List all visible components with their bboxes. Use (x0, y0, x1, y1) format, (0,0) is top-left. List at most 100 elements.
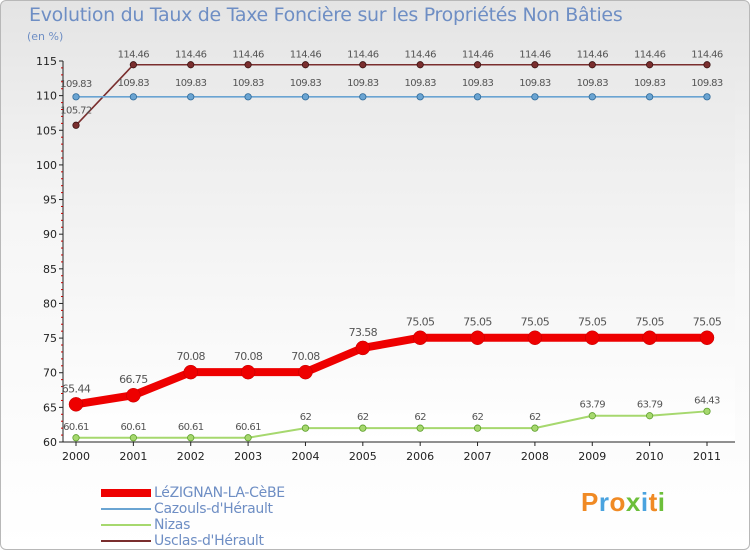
data-point-lzignanlacbe (355, 340, 371, 356)
data-point-cazoulsdhrault (359, 93, 367, 101)
data-point-nizas (703, 407, 711, 415)
data-point-nizas (531, 424, 539, 432)
y-tick-label: 70 (43, 367, 57, 380)
data-label-cazoulsdhrault: 109.83 (60, 79, 92, 90)
logo-letter: x (625, 487, 641, 517)
data-label-cazoulsdhrault: 109.83 (577, 78, 609, 89)
data-point-cazoulsdhrault (646, 93, 654, 101)
data-label-lzignanlacbe: 75.05 (578, 316, 607, 329)
x-tick-label: 2011 (693, 450, 721, 463)
data-label-lzignanlacbe: 75.05 (463, 316, 492, 329)
data-label-lzignanlacbe: 70.08 (176, 350, 205, 363)
data-point-nizas (359, 424, 367, 432)
data-label-lzignanlacbe: 70.08 (291, 350, 320, 363)
logo-letter: i (657, 487, 666, 517)
data-point-lzignanlacbe (642, 330, 657, 345)
data-point-usclasdhrault (588, 61, 596, 69)
y-tick-label: 75 (43, 332, 57, 345)
x-tick-label: 2002 (177, 450, 205, 463)
x-tick-label: 2006 (406, 450, 434, 463)
data-label-nizas: 62 (529, 412, 541, 423)
data-point-cazoulsdhrault (129, 93, 137, 101)
proxiti-logo: Proxiti (581, 487, 665, 518)
data-point-lzignanlacbe (470, 330, 485, 345)
data-point-nizas (187, 434, 195, 442)
logo-letter: r (598, 487, 610, 517)
data-label-nizas: 62 (472, 412, 484, 423)
data-label-nizas: 64.43 (694, 395, 720, 406)
data-label-nizas: 63.79 (637, 400, 663, 411)
x-tick-label: 2001 (119, 450, 147, 463)
series-line-usclasdhrault (75, 63, 707, 126)
data-point-nizas (301, 424, 310, 432)
logo-letter: t (648, 487, 658, 517)
line-chart: 60 65 70 75 80 85 90 95 100 105 110 115 2000 2001 200… (36, 50, 735, 463)
data-point-usclasdhrault (531, 61, 539, 69)
logo-letter: P (581, 487, 599, 517)
series-line-lzignanlacbe (75, 333, 707, 409)
data-label-cazoulsdhrault: 109.83 (232, 78, 264, 89)
data-label-cazoulsdhrault: 109.83 (519, 78, 551, 89)
data-point-nizas (244, 434, 252, 442)
data-label-cazoulsdhrault: 109.83 (691, 78, 723, 89)
data-label-lzignanlacbe: 73.58 (349, 326, 378, 339)
data-point-cazoulsdhrault (187, 93, 195, 101)
data-point-nizas (416, 424, 424, 432)
x-tick-label: 2007 (464, 450, 492, 463)
legend-swatch-usclas (101, 540, 151, 542)
data-label-usclasdhrault: 114.46 (519, 50, 551, 61)
y-tick-label: 115 (36, 55, 57, 68)
data-point-cazoulsdhrault (416, 93, 424, 101)
data-label-usclasdhrault: 114.46 (577, 50, 609, 61)
x-tick-label: 2008 (521, 450, 549, 463)
legend-item: Usclas-d'Hérault (101, 533, 285, 549)
legend-label: Usclas-d'Hérault (154, 533, 264, 549)
y-tick-label: 80 (43, 297, 57, 310)
x-tick-label: 2004 (291, 450, 319, 463)
chart-title: Evolution du Taux de Taxe Foncière sur l… (29, 4, 623, 26)
data-label-cazoulsdhrault: 109.83 (347, 78, 379, 89)
data-point-lzignanlacbe (412, 330, 428, 345)
data-label-nizas: 62 (357, 412, 369, 423)
data-point-lzignanlacbe (585, 330, 600, 345)
legend-item: Cazouls-d'Hérault (101, 501, 285, 517)
y-tick-label: 105 (36, 124, 57, 137)
series-line-nizas (76, 410, 708, 439)
logo-letter: o (609, 487, 626, 517)
data-point-usclasdhrault (129, 61, 137, 69)
data-point-lzignanlacbe (298, 364, 313, 380)
x-tick-label: 2000 (62, 450, 90, 463)
data-label-nizas: 60.61 (235, 422, 261, 433)
data-point-usclasdhrault (244, 61, 252, 69)
data-point-usclasdhrault (72, 121, 80, 129)
data-label-cazoulsdhrault: 109.83 (118, 78, 150, 89)
data-label-nizas: 62 (300, 412, 312, 423)
legend-label: Cazouls-d'Hérault (154, 501, 273, 517)
data-point-nizas (473, 424, 482, 432)
logo-letter: i (640, 487, 649, 517)
data-label-cazoulsdhrault: 109.83 (175, 78, 207, 89)
y-axis-unit: (en %) (27, 30, 64, 43)
legend-label: Nizas (154, 517, 191, 533)
data-point-cazoulsdhrault (301, 93, 310, 101)
data-label-lzignanlacbe: 75.05 (521, 316, 550, 329)
y-tick-label: 100 (36, 159, 57, 172)
data-point-nizas (72, 434, 80, 442)
data-label-usclasdhrault: 114.46 (232, 50, 264, 61)
data-point-lzignanlacbe (527, 330, 543, 345)
data-point-cazoulsdhrault (72, 93, 80, 101)
data-label-nizas: 60.61 (178, 422, 204, 433)
data-label-nizas: 63.79 (579, 400, 605, 411)
data-label-lzignanlacbe: 70.08 (234, 350, 263, 363)
data-label-lzignanlacbe: 75.05 (693, 316, 722, 329)
data-label-usclasdhrault: 114.46 (634, 50, 666, 61)
data-point-nizas (129, 434, 137, 442)
y-tick-label: 65 (43, 401, 57, 414)
legend-item: Nizas (101, 517, 285, 533)
data-label-usclasdhrault: 114.46 (462, 50, 494, 61)
data-label-usclasdhrault: 114.46 (175, 50, 207, 61)
y-tick-label: 110 (36, 90, 57, 103)
y-tick-label: 95 (43, 194, 57, 207)
x-tick-label: 2003 (234, 450, 262, 463)
data-point-lzignanlacbe (68, 397, 84, 412)
